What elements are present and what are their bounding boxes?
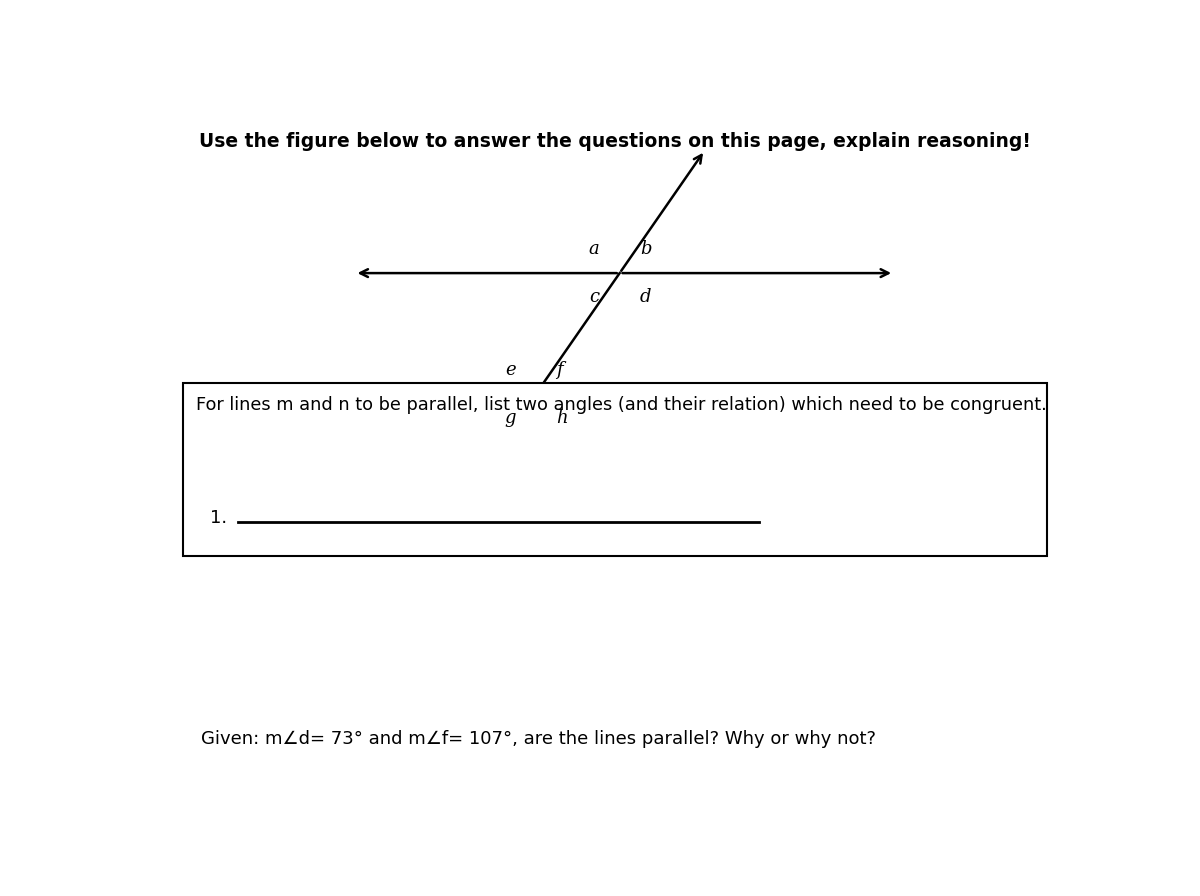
Text: f: f — [557, 361, 563, 379]
FancyBboxPatch shape — [182, 383, 1048, 556]
Text: h: h — [557, 409, 568, 427]
Text: c: c — [589, 289, 599, 306]
Text: Given: m∠d= 73° and m∠f= 107°, are the lines parallel? Why or why not?: Given: m∠d= 73° and m∠f= 107°, are the l… — [202, 730, 876, 748]
Text: 1.: 1. — [210, 509, 228, 527]
Text: For lines m and n to be parallel, list two angles (and their relation) which nee: For lines m and n to be parallel, list t… — [197, 396, 1048, 414]
Text: e: e — [505, 361, 516, 379]
Text: b: b — [640, 240, 652, 258]
Text: d: d — [640, 289, 652, 306]
Text: g: g — [504, 409, 516, 427]
Text: Use the figure below to answer the questions on this page, explain reasoning!: Use the figure below to answer the quest… — [199, 132, 1031, 151]
Text: a: a — [588, 240, 599, 258]
